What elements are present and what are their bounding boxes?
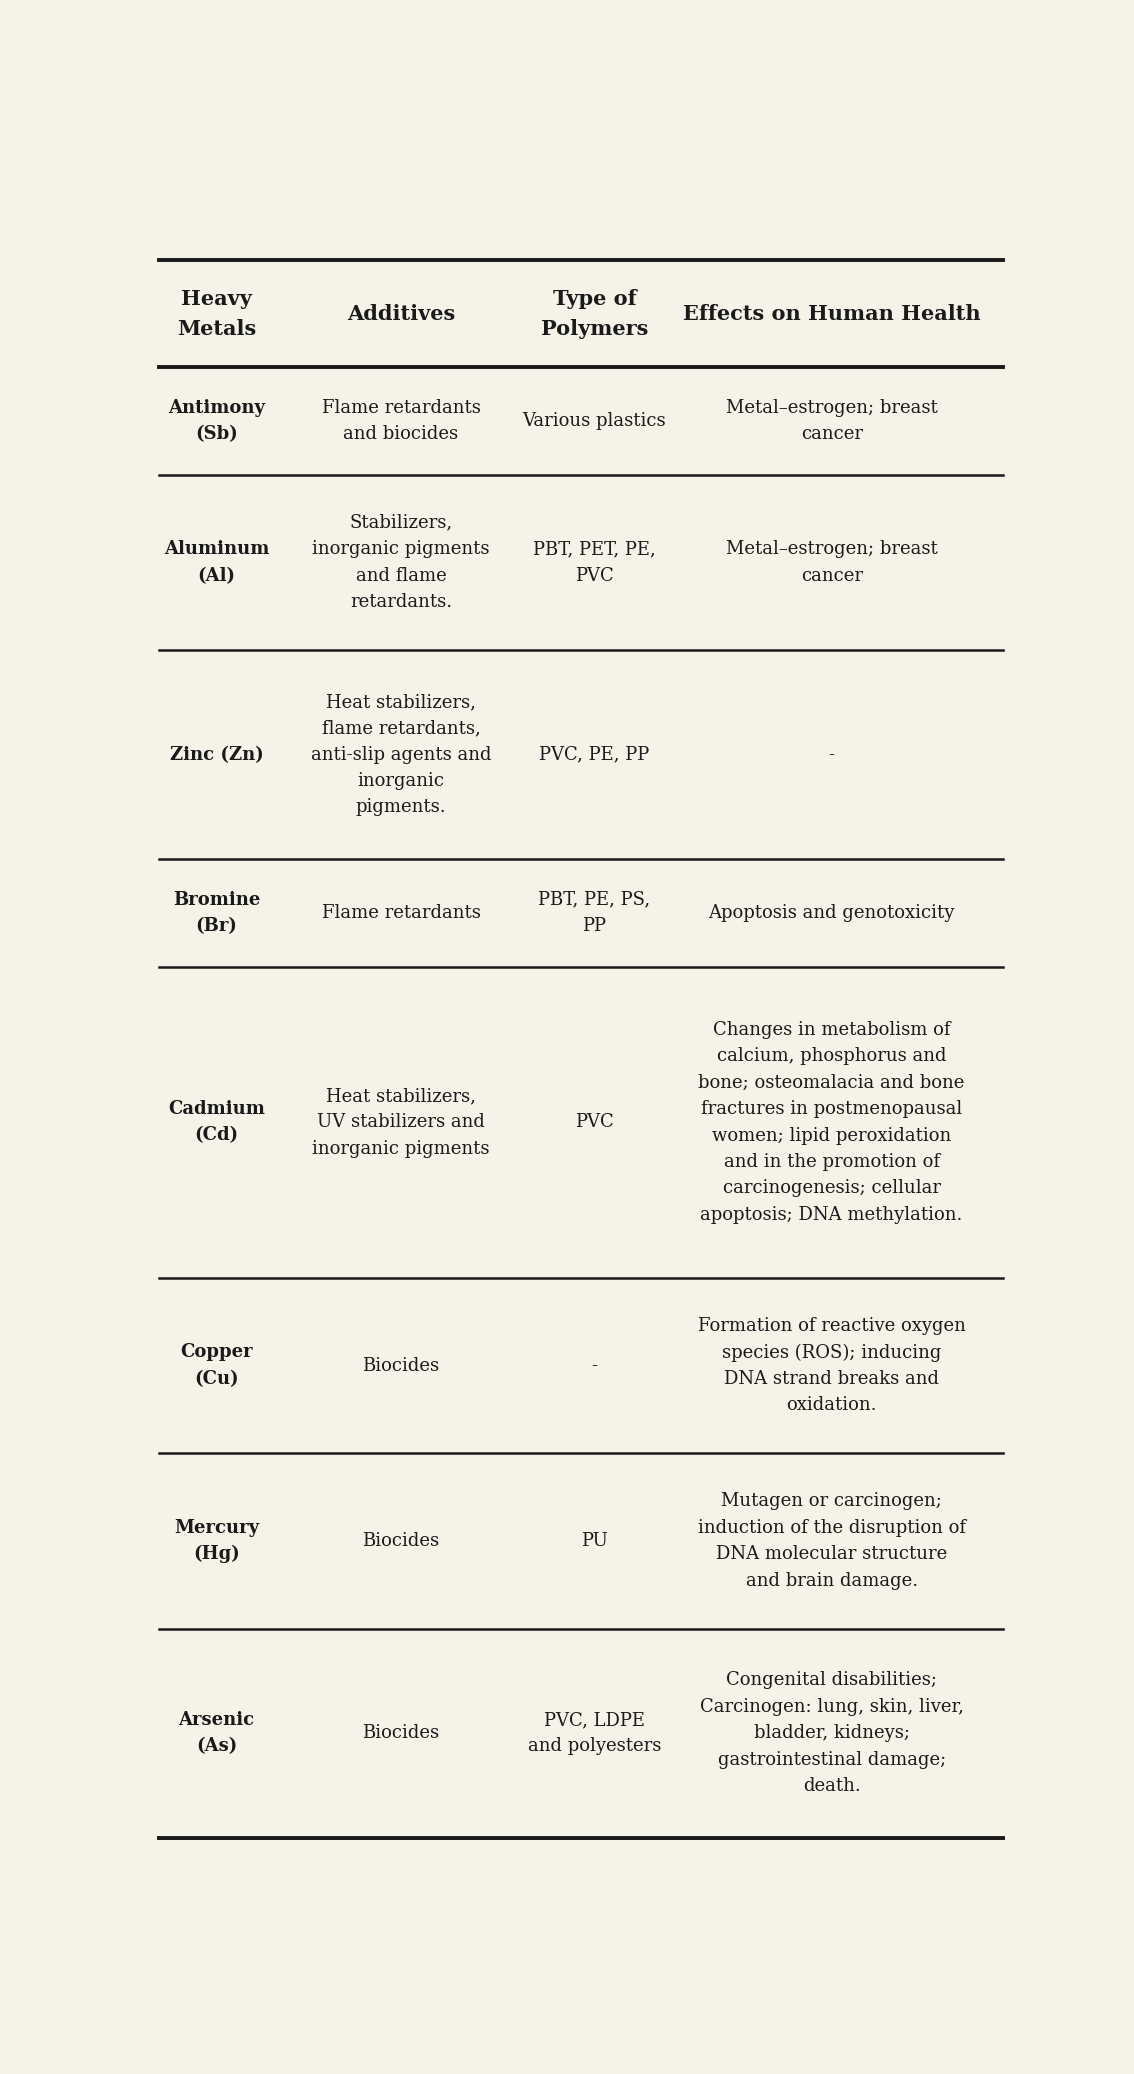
Text: Bromine
(Br): Bromine (Br) [172, 892, 260, 935]
Text: PBT, PE, PS,
PP: PBT, PE, PS, PP [539, 892, 651, 935]
Text: PVC, LDPE
and polyesters: PVC, LDPE and polyesters [527, 1711, 661, 1755]
Text: Formation of reactive oxygen
species (ROS); inducing
DNA strand breaks and
oxida: Formation of reactive oxygen species (RO… [697, 1317, 965, 1414]
Text: Biocides: Biocides [363, 1533, 440, 1549]
Text: Heat stabilizers,
flame retardants,
anti-slip agents and
inorganic
pigments.: Heat stabilizers, flame retardants, anti… [311, 693, 491, 817]
Text: Apoptosis and genotoxicity: Apoptosis and genotoxicity [709, 904, 955, 923]
Text: -: - [829, 747, 835, 763]
Text: Antimony
(Sb): Antimony (Sb) [168, 398, 265, 444]
Text: Biocides: Biocides [363, 1723, 440, 1742]
Text: Mutagen or carcinogen;
induction of the disruption of
DNA molecular structure
an: Mutagen or carcinogen; induction of the … [697, 1493, 966, 1589]
Text: Additives: Additives [347, 303, 455, 324]
Text: Effects on Human Health: Effects on Human Health [683, 303, 981, 324]
Text: Aluminum
(Al): Aluminum (Al) [163, 539, 269, 585]
Text: -: - [591, 1356, 598, 1375]
Text: Cadmium
(Cd): Cadmium (Cd) [168, 1099, 265, 1145]
Text: Zinc (Zn): Zinc (Zn) [170, 747, 263, 763]
Text: PU: PU [581, 1533, 608, 1549]
Text: Heavy
Metals: Heavy Metals [177, 288, 256, 338]
Text: Metal–estrogen; breast
cancer: Metal–estrogen; breast cancer [726, 539, 938, 585]
Text: Changes in metabolism of
calcium, phosphorus and
bone; osteomalacia and bone
fra: Changes in metabolism of calcium, phosph… [699, 1020, 965, 1224]
Text: PVC: PVC [575, 1114, 613, 1130]
Text: Congenital disabilities;
Carcinogen: lung, skin, liver,
bladder, kidneys;
gastro: Congenital disabilities; Carcinogen: lun… [700, 1672, 964, 1794]
Text: Mercury
(Hg): Mercury (Hg) [174, 1518, 259, 1564]
Text: PBT, PET, PE,
PVC: PBT, PET, PE, PVC [533, 539, 655, 585]
Text: Type of
Polymers: Type of Polymers [541, 288, 648, 338]
Text: Biocides: Biocides [363, 1356, 440, 1375]
Text: Stabilizers,
inorganic pigments
and flame
retardants.: Stabilizers, inorganic pigments and flam… [312, 514, 490, 612]
Text: Arsenic
(As): Arsenic (As) [178, 1711, 254, 1755]
Text: Copper
(Cu): Copper (Cu) [180, 1344, 253, 1388]
Text: Metal–estrogen; breast
cancer: Metal–estrogen; breast cancer [726, 398, 938, 444]
Text: Flame retardants: Flame retardants [322, 904, 481, 923]
Text: Heat stabilizers,
UV stabilizers and
inorganic pigments: Heat stabilizers, UV stabilizers and ino… [312, 1087, 490, 1157]
Text: Various plastics: Various plastics [523, 413, 666, 429]
Text: Flame retardants
and biocides: Flame retardants and biocides [322, 398, 481, 444]
Text: PVC, PE, PP: PVC, PE, PP [540, 747, 650, 763]
